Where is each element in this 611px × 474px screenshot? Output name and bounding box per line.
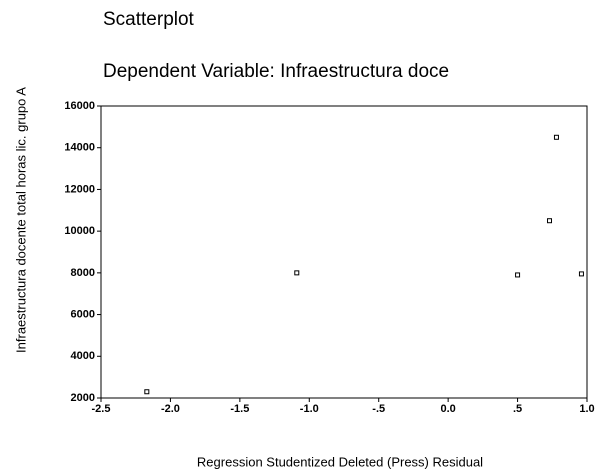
x-axis-label: Regression Studentized Deleted (Press) R… xyxy=(197,454,483,469)
scatter-point xyxy=(515,272,521,278)
scatter-point xyxy=(144,389,150,395)
x-tick-label: 1.0 xyxy=(579,403,594,415)
y-tick-label: 8000 xyxy=(71,267,95,279)
y-tick-label: 6000 xyxy=(71,308,95,320)
y-tick-label: 4000 xyxy=(71,350,95,362)
scatter-point xyxy=(547,218,553,224)
x-tick-label: -1.5 xyxy=(230,403,249,415)
scatter-point xyxy=(553,134,559,140)
chart-title: Scatterplot xyxy=(103,9,195,30)
y-tick-label: 10000 xyxy=(64,225,95,237)
y-tick-label: 2000 xyxy=(71,392,95,404)
x-tick-label: -2.5 xyxy=(92,403,111,415)
plot-frame xyxy=(100,105,588,399)
scatter-point xyxy=(294,270,300,276)
x-tick-label: -.5 xyxy=(372,403,385,415)
x-tick-label: 0.0 xyxy=(440,403,455,415)
x-tick-label: -2.0 xyxy=(161,403,180,415)
y-tick-label: 12000 xyxy=(64,183,95,195)
scatter-point xyxy=(578,271,584,277)
x-tick-label: -1.0 xyxy=(300,403,319,415)
y-tick-label: 16000 xyxy=(64,100,95,112)
y-axis-label: Infraestructura docente total horas lic.… xyxy=(13,87,28,353)
chart-subtitle: Dependent Variable: Infraestructura doce xyxy=(103,61,449,82)
y-tick-label: 14000 xyxy=(64,142,95,154)
x-tick-label: .5 xyxy=(513,403,522,415)
